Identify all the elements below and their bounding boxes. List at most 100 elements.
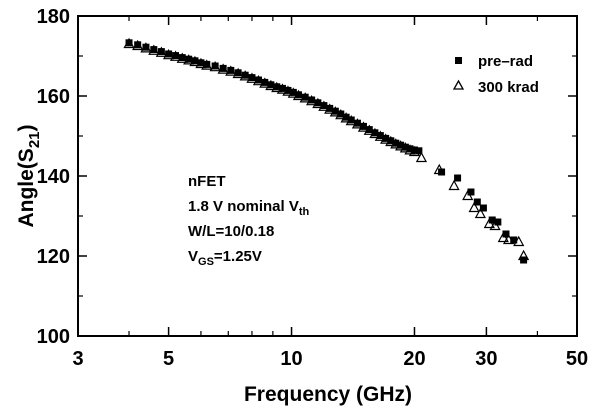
data-point-pre-rad: [125, 39, 133, 47]
data-point-pre-rad: [157, 48, 165, 56]
data-point-300-krad: [351, 118, 364, 129]
data-point-300-krad: [176, 52, 188, 63]
data-point-300-krad: [217, 63, 229, 74]
annotation-line-2-sub: th: [299, 206, 310, 218]
data-point-300-krad: [363, 124, 375, 135]
data-point-300-krad: [162, 48, 175, 60]
data-point-pre-rad: [353, 119, 361, 127]
data-point-pre-rad: [197, 59, 205, 67]
data-point-300-krad: [513, 235, 525, 247]
data-point-pre-rad: [314, 99, 322, 107]
data-point-pre-rad: [241, 71, 249, 79]
data-point-300-krad: [123, 37, 135, 49]
y-tick-label: 100: [37, 326, 70, 348]
annotation-line-4: VGS=1.25V: [188, 248, 262, 268]
data-point-pre-rad: [347, 116, 355, 124]
x-tick-label: 5: [163, 348, 174, 370]
data-point-300-krad: [232, 67, 244, 79]
data-point-pre-rad: [397, 141, 405, 149]
data-point-300-krad: [517, 249, 530, 261]
annotation-line-4-sub: GS: [198, 256, 214, 268]
annotation: nFET 1.8 V nominal Vth W/L=10/0.18 VGS=1…: [188, 173, 310, 268]
data-point-300-krad: [399, 142, 411, 153]
data-point-300-krad: [408, 145, 421, 157]
data-point-pre-rad: [211, 62, 219, 70]
y-axis-title-sub: 21: [26, 131, 43, 148]
data-point-pre-rad: [406, 145, 414, 153]
data-point-300-krad: [287, 87, 299, 98]
data-point-300-krad: [318, 100, 330, 111]
data-point-pre-rad: [178, 54, 186, 62]
y-tick-label: 180: [37, 6, 70, 28]
data-point-300-krad: [265, 79, 277, 91]
data-point-pre-rad: [261, 78, 269, 86]
data-point-300-krad: [239, 70, 251, 81]
data-point-pre-rad: [308, 96, 316, 104]
data-point-pre-rad: [401, 143, 409, 151]
annotation-line-4-rest: =1.25V: [214, 248, 262, 265]
data-point-pre-rad: [219, 64, 227, 72]
data-point-pre-rad: [359, 122, 367, 130]
data-point-pre-rad: [227, 66, 235, 74]
data-point-pre-rad: [438, 168, 446, 176]
data-point-300-krad: [340, 112, 352, 123]
data-point-pre-rad: [494, 218, 502, 226]
data-point-300-krad: [299, 92, 311, 103]
annotation-line-3: W/L=10/0.18: [188, 223, 274, 240]
series-300-krad: [123, 37, 530, 261]
data-point-pre-rad: [185, 55, 193, 63]
data-point-300-krad: [271, 81, 283, 93]
data-point-pre-rad: [376, 132, 384, 140]
y-tick-label: 120: [37, 246, 70, 268]
data-point-pre-rad: [371, 129, 379, 137]
data-point-pre-rad: [150, 46, 158, 54]
data-point-pre-rad: [284, 86, 292, 94]
data-point-300-krad: [209, 60, 221, 72]
data-point-pre-rad: [326, 104, 334, 112]
data-point-pre-rad: [502, 230, 510, 238]
data-point-pre-rad: [267, 81, 275, 89]
data-point-pre-rad: [382, 134, 390, 142]
x-tick-label: 50: [566, 348, 588, 370]
x-tick-label: 30: [475, 348, 497, 370]
data-point-pre-rad: [172, 52, 180, 60]
data-point-300-krad: [252, 74, 265, 86]
data-point-pre-rad: [467, 188, 475, 196]
y-tick-label: 140: [37, 166, 70, 188]
data-point-pre-rad: [387, 137, 395, 145]
data-point-pre-rad: [473, 198, 481, 206]
data-point-300-krad: [415, 151, 428, 163]
data-point-pre-rad: [289, 88, 297, 96]
data-point-300-krad: [335, 108, 347, 120]
series-pre-rad: [125, 39, 528, 264]
data-point-pre-rad: [254, 76, 262, 84]
data-point-pre-rad: [479, 204, 487, 212]
data-point-300-krad: [497, 231, 509, 243]
data-point-300-krad: [390, 138, 402, 149]
data-point-pre-rad: [337, 110, 345, 118]
data-point-300-krad: [155, 46, 167, 57]
data-point-300-krad: [282, 85, 294, 96]
data-point-pre-rad: [165, 50, 173, 58]
data-point-300-krad: [474, 207, 486, 219]
data-point-300-krad: [195, 57, 207, 69]
data-point-300-krad: [395, 140, 407, 151]
data-point-pre-rad: [488, 216, 496, 224]
data-point-300-krad: [433, 163, 445, 175]
x-tick-label: 10: [280, 348, 302, 370]
data-point-pre-rad: [415, 147, 423, 155]
data-point-pre-rad: [203, 60, 211, 68]
x-axis-title: Frequency (GHz): [244, 383, 412, 406]
data-point-pre-rad: [294, 91, 302, 99]
data-point-300-krad: [306, 94, 318, 106]
data-point-300-krad: [276, 83, 289, 94]
data-point-300-krad: [357, 121, 370, 132]
y-axis-title-close: ): [15, 124, 38, 131]
data-point-300-krad: [468, 201, 480, 213]
data-point-pre-rad: [248, 74, 256, 82]
data-point-300-krad: [246, 72, 258, 83]
data-point-300-krad: [345, 114, 357, 126]
data-point-300-krad: [148, 44, 160, 55]
legend-marker-300-krad: [452, 79, 465, 90]
